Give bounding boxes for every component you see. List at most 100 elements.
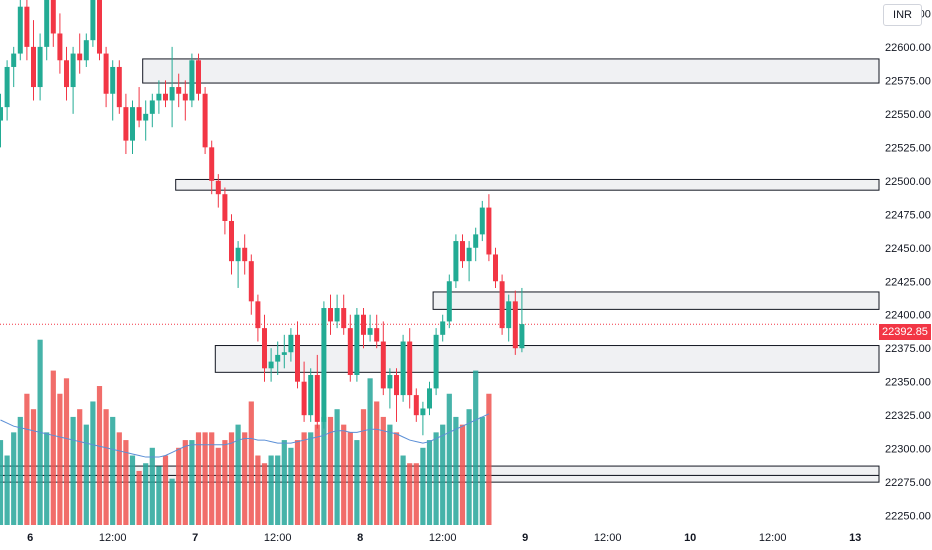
candle-body[interactable] [176, 87, 182, 94]
candle-body[interactable] [222, 194, 228, 221]
candle-body[interactable] [215, 180, 221, 195]
candle-body[interactable] [123, 107, 129, 141]
candle-body[interactable] [314, 375, 320, 422]
candle-body[interactable] [143, 113, 149, 121]
candle-body[interactable] [295, 334, 300, 382]
volume-moving-average-line [0, 413, 490, 458]
candle-body[interactable] [169, 87, 175, 101]
candle-body[interactable] [90, 0, 96, 41]
volume-bar [136, 470, 142, 525]
candle-body[interactable] [77, 53, 83, 61]
candle-body[interactable] [130, 107, 135, 141]
candle-body[interactable] [202, 93, 208, 148]
candle-body[interactable] [354, 314, 360, 375]
volume-bar [374, 401, 380, 525]
candle-body[interactable] [235, 247, 241, 262]
candle-body[interactable] [44, 0, 50, 47]
candle-body[interactable] [427, 388, 432, 409]
volume-bar [393, 432, 400, 525]
candle-body[interactable] [374, 328, 380, 342]
candle-body[interactable] [321, 308, 327, 422]
volume-bar [459, 424, 466, 525]
candle-body[interactable] [466, 247, 472, 262]
candle-body[interactable] [387, 375, 393, 389]
volume-bar [327, 416, 334, 525]
candle-body[interactable] [57, 33, 63, 61]
candle-body[interactable] [347, 328, 353, 375]
candle-body[interactable] [334, 308, 340, 322]
candle-body[interactable] [367, 328, 373, 335]
candle-body[interactable] [446, 281, 452, 322]
candle-body[interactable] [182, 93, 188, 101]
candle-body[interactable] [328, 308, 333, 322]
candle-body[interactable] [242, 247, 248, 262]
candle-body[interactable] [31, 46, 36, 88]
candle-body[interactable] [196, 60, 201, 94]
candle-body[interactable] [116, 66, 122, 108]
candle-body[interactable] [136, 107, 142, 121]
candle-body[interactable] [453, 241, 459, 282]
candle-body[interactable] [189, 60, 195, 101]
volume-bar [473, 370, 479, 525]
candle-body[interactable] [255, 301, 261, 329]
candle-body[interactable] [420, 408, 426, 416]
candle-body[interactable] [407, 341, 413, 396]
candle-body[interactable] [519, 324, 525, 349]
candle-body[interactable] [440, 321, 446, 335]
candle-body[interactable] [499, 281, 505, 329]
time-tick-label: 12:00 [429, 532, 457, 544]
candle-body[interactable] [64, 60, 69, 88]
candle-body[interactable] [460, 241, 465, 262]
candle-body[interactable] [288, 334, 294, 353]
candle-body[interactable] [24, 6, 30, 47]
volume-bar [407, 463, 413, 525]
candle-body[interactable] [394, 375, 399, 396]
volume-bar [189, 440, 195, 525]
volume-bar [308, 432, 314, 525]
candle-body[interactable] [262, 328, 267, 369]
candle-body[interactable] [486, 207, 492, 255]
candle-body[interactable] [479, 207, 485, 235]
candle-body[interactable] [512, 301, 518, 349]
candle-body[interactable] [268, 361, 274, 369]
candle-body[interactable] [229, 220, 234, 262]
candle-body[interactable] [493, 254, 498, 282]
candle-body[interactable] [380, 341, 386, 389]
volume-bar [24, 393, 30, 525]
candle-body[interactable] [281, 352, 287, 355]
date-tick-label: 13 [849, 532, 861, 544]
candle-body[interactable] [473, 234, 479, 248]
candle-body[interactable] [149, 100, 155, 114]
volume-bar [294, 440, 301, 525]
candle-body[interactable] [97, 0, 102, 54]
candle-body[interactable] [83, 40, 89, 61]
candle-body[interactable] [0, 107, 3, 121]
candle-body[interactable] [163, 93, 168, 101]
candle-body[interactable] [50, 0, 56, 34]
volume-bar [453, 416, 459, 525]
candle-body[interactable] [400, 341, 406, 396]
candle-body[interactable] [248, 261, 254, 302]
volume-bar [110, 416, 116, 525]
candle-body[interactable] [103, 53, 109, 94]
candle-body[interactable] [433, 334, 439, 389]
candle-body[interactable] [17, 6, 23, 54]
candle-body[interactable] [308, 375, 314, 416]
candle-body[interactable] [506, 301, 512, 329]
candle-body[interactable] [413, 395, 419, 416]
candle-body[interactable] [301, 381, 307, 416]
volume-bar [4, 455, 10, 525]
candle-body[interactable] [70, 53, 76, 88]
candle-body[interactable] [341, 308, 347, 329]
candle-body[interactable] [11, 53, 17, 67]
currency-button[interactable]: INR [883, 4, 922, 26]
volume-bar [195, 432, 202, 525]
candle-body[interactable] [110, 66, 116, 94]
candle-body[interactable] [209, 147, 215, 181]
candle-body[interactable] [361, 314, 366, 335]
candle-body[interactable] [275, 354, 281, 362]
candle-body[interactable] [37, 46, 43, 88]
candle-body[interactable] [4, 66, 10, 108]
candle-body[interactable] [156, 93, 162, 101]
